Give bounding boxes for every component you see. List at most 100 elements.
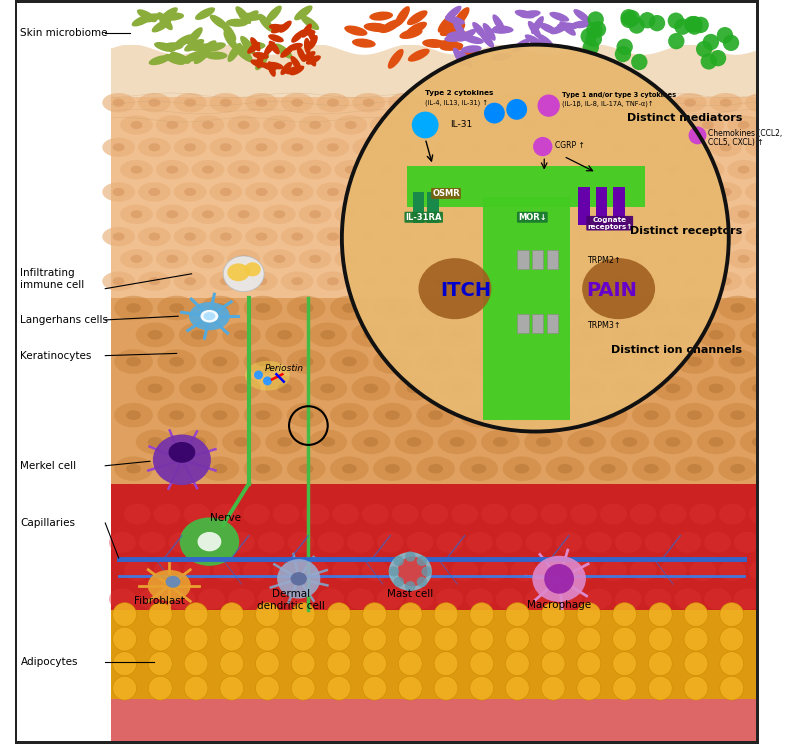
Ellipse shape — [373, 350, 412, 374]
Ellipse shape — [585, 532, 612, 553]
Circle shape — [184, 603, 208, 626]
Ellipse shape — [525, 34, 543, 47]
Ellipse shape — [198, 532, 225, 553]
Ellipse shape — [287, 456, 326, 481]
Circle shape — [684, 16, 701, 33]
Text: Nerve: Nerve — [210, 513, 241, 523]
Circle shape — [649, 603, 672, 626]
Circle shape — [541, 627, 565, 651]
Ellipse shape — [335, 205, 367, 224]
Ellipse shape — [428, 411, 443, 420]
Ellipse shape — [488, 254, 499, 263]
Ellipse shape — [459, 350, 498, 374]
Ellipse shape — [352, 138, 385, 157]
Ellipse shape — [548, 115, 581, 135]
Ellipse shape — [317, 589, 344, 609]
Ellipse shape — [523, 211, 535, 219]
Circle shape — [291, 676, 315, 700]
Ellipse shape — [256, 188, 267, 196]
Ellipse shape — [424, 182, 457, 202]
Ellipse shape — [493, 437, 508, 446]
Ellipse shape — [280, 46, 294, 58]
Circle shape — [621, 12, 637, 28]
Ellipse shape — [623, 330, 638, 339]
Ellipse shape — [702, 254, 714, 263]
Ellipse shape — [183, 560, 210, 581]
Circle shape — [720, 603, 743, 626]
Ellipse shape — [424, 272, 457, 291]
Ellipse shape — [227, 263, 249, 281]
Ellipse shape — [756, 143, 768, 151]
Ellipse shape — [738, 211, 750, 219]
Ellipse shape — [459, 403, 498, 427]
Text: Chemokines (CCL2,: Chemokines (CCL2, — [708, 129, 782, 138]
Ellipse shape — [130, 254, 143, 263]
Ellipse shape — [718, 456, 757, 481]
Ellipse shape — [756, 188, 768, 196]
Ellipse shape — [600, 464, 615, 474]
Circle shape — [720, 627, 743, 651]
Ellipse shape — [380, 19, 402, 33]
Ellipse shape — [287, 403, 326, 427]
Ellipse shape — [299, 205, 331, 224]
Ellipse shape — [235, 6, 251, 24]
Ellipse shape — [380, 121, 392, 129]
Ellipse shape — [453, 48, 466, 65]
Ellipse shape — [363, 99, 375, 107]
Ellipse shape — [602, 93, 635, 112]
Ellipse shape — [472, 22, 487, 39]
Ellipse shape — [256, 233, 267, 241]
Ellipse shape — [153, 434, 211, 485]
Ellipse shape — [243, 42, 266, 50]
Ellipse shape — [120, 249, 153, 269]
Circle shape — [363, 603, 387, 626]
Ellipse shape — [126, 411, 141, 420]
Ellipse shape — [342, 411, 357, 420]
Ellipse shape — [488, 121, 499, 129]
Ellipse shape — [202, 211, 214, 219]
Ellipse shape — [148, 437, 163, 446]
Ellipse shape — [719, 504, 746, 525]
Ellipse shape — [148, 143, 160, 151]
Ellipse shape — [170, 411, 184, 420]
Ellipse shape — [274, 121, 286, 129]
Circle shape — [254, 371, 263, 379]
Ellipse shape — [745, 138, 778, 157]
Ellipse shape — [477, 160, 510, 179]
Ellipse shape — [302, 560, 329, 581]
Ellipse shape — [585, 249, 617, 269]
Ellipse shape — [154, 560, 181, 581]
Circle shape — [148, 652, 172, 676]
Ellipse shape — [558, 411, 573, 420]
Circle shape — [613, 652, 637, 676]
Circle shape — [720, 652, 743, 676]
Ellipse shape — [738, 254, 750, 263]
Ellipse shape — [536, 437, 551, 446]
Ellipse shape — [256, 99, 267, 107]
Ellipse shape — [752, 384, 767, 394]
Circle shape — [363, 676, 387, 700]
Ellipse shape — [600, 304, 615, 313]
Ellipse shape — [471, 464, 486, 474]
Circle shape — [469, 652, 494, 676]
Ellipse shape — [183, 504, 210, 525]
Ellipse shape — [380, 211, 392, 219]
Ellipse shape — [151, 19, 171, 33]
Ellipse shape — [234, 46, 252, 62]
Ellipse shape — [523, 254, 535, 263]
Ellipse shape — [424, 93, 457, 112]
Ellipse shape — [406, 160, 439, 179]
Circle shape — [720, 676, 743, 700]
Ellipse shape — [444, 34, 465, 42]
Ellipse shape — [709, 93, 742, 112]
Bar — [413, 192, 424, 223]
Ellipse shape — [720, 188, 731, 196]
Ellipse shape — [602, 182, 635, 202]
Ellipse shape — [541, 188, 553, 196]
Ellipse shape — [727, 249, 760, 269]
Ellipse shape — [388, 272, 421, 291]
Ellipse shape — [471, 357, 486, 367]
Ellipse shape — [471, 304, 486, 313]
Ellipse shape — [454, 7, 469, 27]
Ellipse shape — [656, 160, 689, 179]
